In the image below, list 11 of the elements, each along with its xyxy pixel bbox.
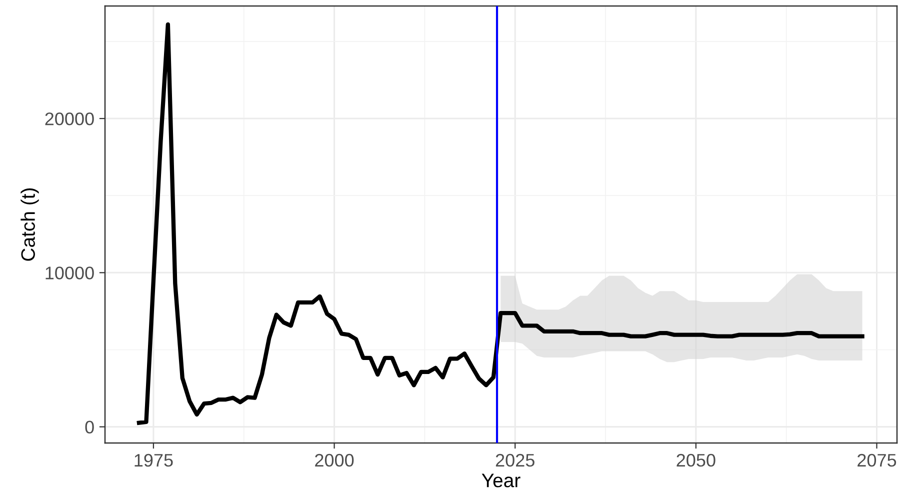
x-tick-label: 2025 <box>496 454 534 467</box>
y-tick-label: 0 <box>85 420 94 434</box>
y-tick-label: 20000 <box>45 112 94 126</box>
line-series <box>136 22 864 425</box>
x-tick-label: 2075 <box>858 454 896 467</box>
x-axis-title: Year <box>482 474 520 488</box>
x-tick-label: 2000 <box>315 454 354 467</box>
x-tick-label: 2050 <box>676 454 716 467</box>
x-tick-label: 1975 <box>134 454 173 467</box>
y-tick-label: 10000 <box>46 266 94 280</box>
y-axis-title: Catch (t) <box>20 188 39 261</box>
